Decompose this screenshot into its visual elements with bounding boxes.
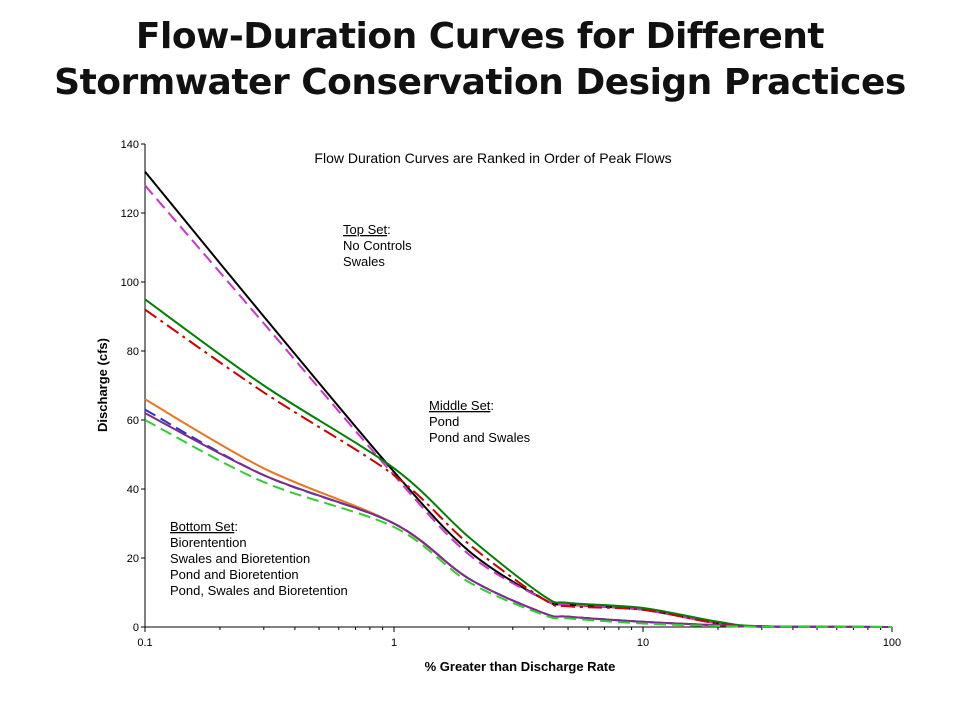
plot-area: 0 20 40 60 80 100 120 140 0.1 1 10 100 — [121, 139, 902, 649]
annotation-line: No Controls — [343, 238, 412, 253]
y-tick-label: 0 — [133, 622, 139, 634]
y-tick-label: 20 — [127, 553, 139, 565]
slide-title: Flow-Duration Curves for Different Storm… — [0, 14, 960, 106]
annotation-line: Swales and Bioretention — [170, 551, 310, 566]
annotation-line: Pond — [429, 414, 459, 429]
series-line-4 — [144, 308, 893, 628]
y-axis-label: Discharge (cfs) — [95, 338, 110, 432]
slide-title-line-1: Flow-Duration Curves for Different — [135, 16, 825, 57]
y-tick-label: 120 — [121, 208, 139, 220]
slide-title-line-2: Stormwater Conservation Design Practices — [54, 62, 906, 103]
y-tick-label: 100 — [121, 277, 139, 289]
annotation-line: Pond, Swales and Bioretention — [170, 583, 348, 598]
series-line-8 — [144, 419, 893, 628]
annotation-line: Pond and Bioretention — [170, 567, 299, 582]
annotation-line: Swales — [343, 254, 385, 269]
x-tick-label: 1 — [391, 637, 397, 649]
annotation-line: Biorentention — [170, 535, 247, 550]
annotation-heading: Top Set: — [343, 222, 391, 237]
y-tick-label: 80 — [127, 346, 139, 358]
x-axis-label: % Greater than Discharge Rate — [425, 659, 616, 674]
y-tick-label: 140 — [121, 139, 139, 151]
x-tick-label: 10 — [637, 637, 649, 649]
chart-title: Flow Duration Curves are Ranked in Order… — [314, 150, 671, 166]
y-tick-label: 60 — [127, 415, 139, 427]
series-line-7 — [144, 412, 893, 628]
annotation-line: Pond and Swales — [429, 430, 531, 445]
x-tick-label: 0.1 — [137, 637, 152, 649]
annotation-heading: Middle Set: — [429, 398, 494, 413]
series-line-3 — [144, 298, 893, 628]
annotation-heading: Bottom Set: — [170, 519, 238, 534]
y-tick-label: 40 — [127, 484, 139, 496]
x-tick-label: 100 — [883, 637, 901, 649]
